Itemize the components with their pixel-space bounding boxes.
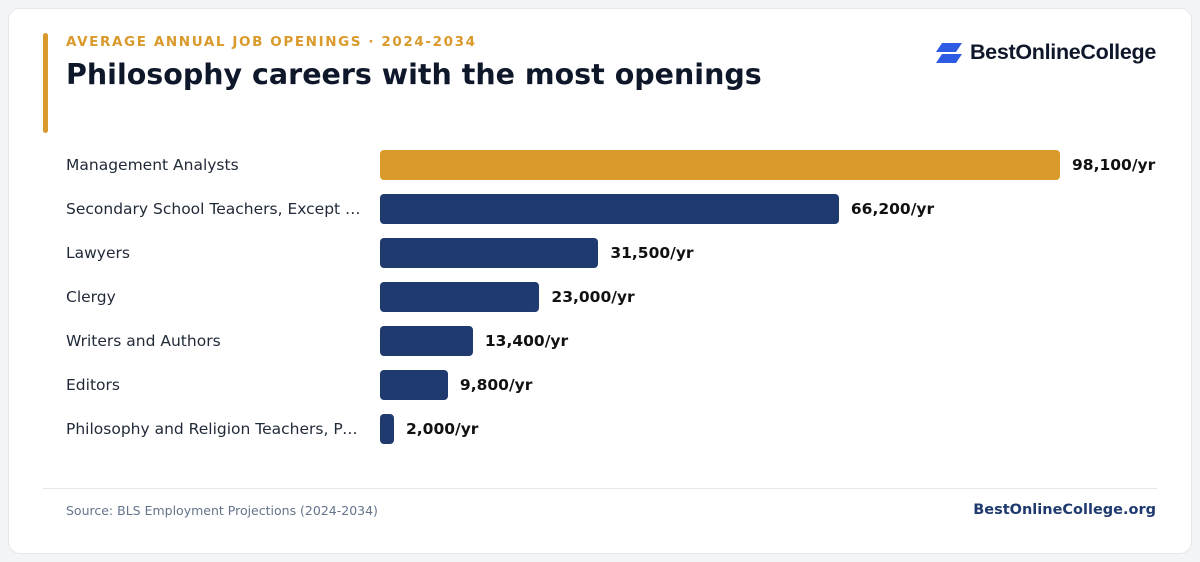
category-label: Philosophy and Religion Teachers, Pos... <box>66 420 366 438</box>
bar[interactable] <box>380 150 1060 180</box>
category-label: Lawyers <box>66 244 130 262</box>
value-label: 9,800/yr <box>459 376 533 394</box>
brand-logo[interactable]: BestOnlineCollege <box>935 40 1156 65</box>
category-label: Management Analysts <box>66 156 239 174</box>
value-label: 98,100/yr <box>1072 156 1156 174</box>
footer-divider <box>43 488 1157 489</box>
bar[interactable] <box>380 414 394 444</box>
chart-title: Philosophy careers with the most opening… <box>66 58 762 91</box>
accent-bar <box>43 33 48 133</box>
category-label: Clergy <box>66 288 116 306</box>
brand-name: BestOnlineCollege <box>969 40 1156 64</box>
stacked-parallelogram-logo-icon <box>935 42 962 63</box>
value-label: 66,200/yr <box>850 200 935 218</box>
category-label: Editors <box>66 376 120 394</box>
chart-kicker: AVERAGE ANNUAL JOB OPENINGS · 2024-2034 <box>66 34 477 50</box>
source-note: Source: BLS Employment Projections (2024… <box>66 503 378 518</box>
site-link[interactable]: BestOnlineCollege.org <box>973 502 1156 518</box>
bar[interactable] <box>380 326 473 356</box>
category-label: Secondary School Teachers, Except S... <box>66 200 366 218</box>
bar[interactable] <box>380 194 839 224</box>
category-label: Writers and Authors <box>66 332 221 350</box>
bar[interactable] <box>380 238 599 268</box>
value-label: 13,400/yr <box>484 332 569 350</box>
value-label: 23,000/yr <box>551 288 635 306</box>
bar[interactable] <box>380 370 448 400</box>
value-label: 31,500/yr <box>610 244 694 262</box>
chart-card <box>8 8 1192 554</box>
value-label: 2,000/yr <box>406 420 479 438</box>
bar[interactable] <box>380 282 540 312</box>
